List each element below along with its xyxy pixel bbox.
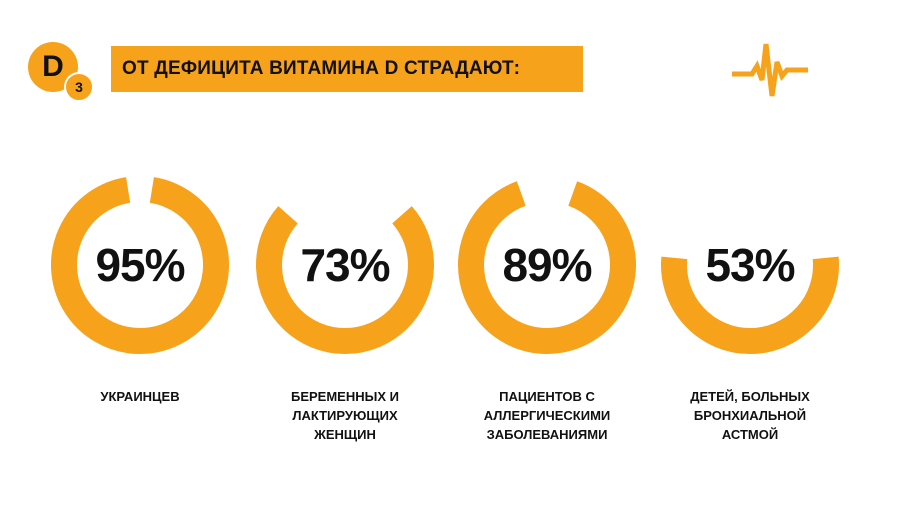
ring-arc	[51, 177, 229, 354]
logo-subscript: 3	[64, 72, 94, 102]
ring-arc	[458, 181, 636, 354]
stat-percent: 53%	[705, 239, 795, 291]
stat-percent: 73%	[300, 239, 390, 291]
stat-label: ПАЦИЕНТОВ С АЛЛЕРГИЧЕСКИМИ ЗАБОЛЕВАНИЯМИ	[483, 389, 611, 442]
page-title: ОТ ДЕФИЦИТА ВИТАМИНА D СТРАДАЮТ:	[122, 58, 521, 79]
stat-label: ДЕТЕЙ, БОЛЬНЫХ БРОНХИАЛЬНОЙ АСТМОЙ	[690, 389, 810, 442]
stat-percent: 89%	[502, 239, 592, 291]
stat-label: БЕРЕМЕННЫХ И ЛАКТИРУЮЩИХ ЖЕНЩИН	[291, 389, 399, 442]
pulse-line-icon	[732, 43, 808, 97]
title-banner: ОТ ДЕФИЦИТА ВИТАМИНА D СТРАДАЮТ:	[111, 46, 583, 92]
stat-ring	[661, 256, 839, 354]
stat-ring	[51, 177, 229, 354]
stat-ring	[256, 206, 434, 354]
vitamin-d3-logo: D 3	[28, 42, 100, 102]
ring-arc	[256, 206, 434, 354]
logo-letter: D	[28, 42, 78, 92]
stat-percent: 95%	[95, 239, 185, 291]
stat-ring	[458, 181, 636, 354]
stat-label: УКРАИНЦЕВ	[100, 389, 180, 404]
ring-arc	[661, 256, 839, 354]
